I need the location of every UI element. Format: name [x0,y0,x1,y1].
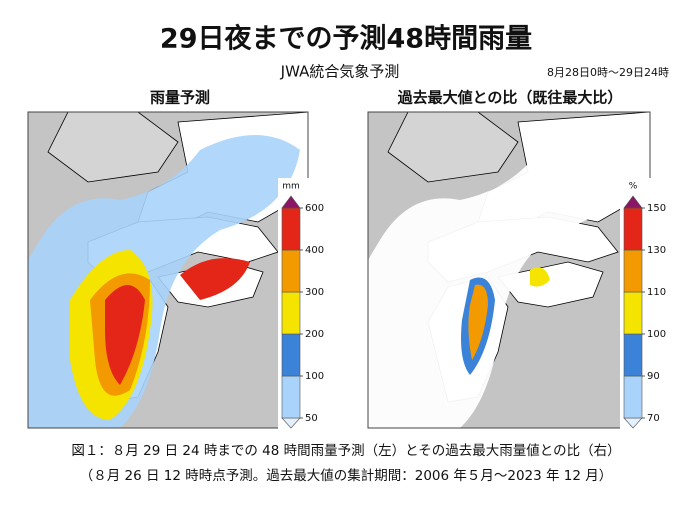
legend-tick-label: 130 [647,245,666,256]
legend-tick-label: 50 [305,413,318,424]
legend-swatch [281,375,301,419]
rain-map [28,112,308,428]
period: 8月28日0時～29日24時 [547,66,669,79]
legend-swatch [623,249,643,293]
caption: （８月 26 日 12 時時点予測。過去最大値の集計期間：2006 年５月～20… [80,468,613,484]
legend-swatch [281,249,301,293]
panel-title: 過去最大値との比（既往最大比） [397,89,623,107]
legend-swatch [281,291,301,335]
legend-swatch [623,291,643,335]
legend-tick-label: 100 [305,371,324,382]
caption: 図１：８月 29 日 24 時までの 48 時間雨量予測（左）とその過去最大雨量… [71,443,620,459]
legend-tick-label: 200 [305,329,324,340]
legend-swatch [281,195,301,209]
legend-swatch [281,207,301,251]
legend-tick-label: 150 [647,203,666,214]
panel-title: 雨量予測 [150,89,210,107]
ratio-map [368,112,650,428]
legend-unit: % [629,182,638,192]
legend-swatch [623,207,643,251]
legend-swatch [623,333,643,377]
title: 29日夜までの予測48時間雨量 [160,23,532,55]
legend-tick-label: 100 [647,329,666,340]
legend-swatch [281,333,301,377]
legend-unit: mm [282,182,300,192]
legend-tick-label: 600 [305,203,324,214]
source: JWA統合気象予測 [280,63,400,81]
legend-tick-label: 300 [305,287,324,298]
legend-swatch [623,195,643,209]
legend-tick-label: 90 [647,371,660,382]
legend-tick-label: 400 [305,245,324,256]
legend-swatch [623,375,643,419]
legend-tick-label: 70 [647,413,660,424]
legend-tick-label: 110 [647,287,666,298]
